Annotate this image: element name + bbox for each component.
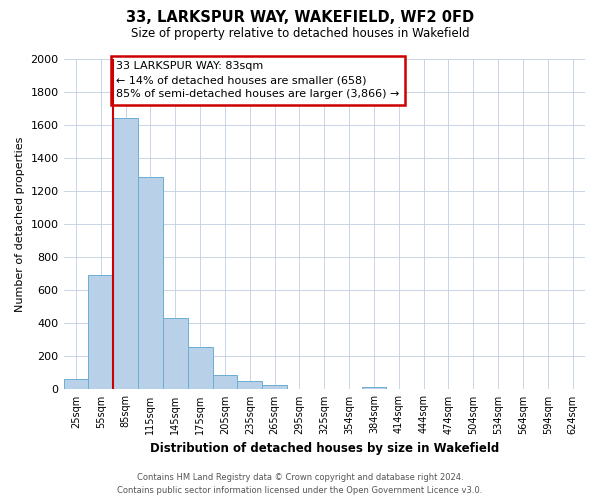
X-axis label: Distribution of detached houses by size in Wakefield: Distribution of detached houses by size … [149,442,499,455]
Text: Contains HM Land Registry data © Crown copyright and database right 2024.
Contai: Contains HM Land Registry data © Crown c… [118,473,482,495]
Bar [163,318,188,390]
Bar [138,177,163,390]
Bar [188,348,212,390]
Text: 33 LARKSPUR WAY: 83sqm
← 14% of detached houses are smaller (658)
85% of semi-de: 33 LARKSPUR WAY: 83sqm ← 14% of detached… [116,62,400,100]
Bar [64,378,88,390]
Text: 33, LARKSPUR WAY, WAKEFIELD, WF2 0FD: 33, LARKSPUR WAY, WAKEFIELD, WF2 0FD [126,10,474,25]
Bar [362,387,386,390]
Bar [262,386,287,390]
Text: Size of property relative to detached houses in Wakefield: Size of property relative to detached ho… [131,28,469,40]
Bar [113,118,138,390]
Bar [212,374,238,390]
Bar [88,274,113,390]
Y-axis label: Number of detached properties: Number of detached properties [15,136,25,312]
Bar [238,381,262,390]
